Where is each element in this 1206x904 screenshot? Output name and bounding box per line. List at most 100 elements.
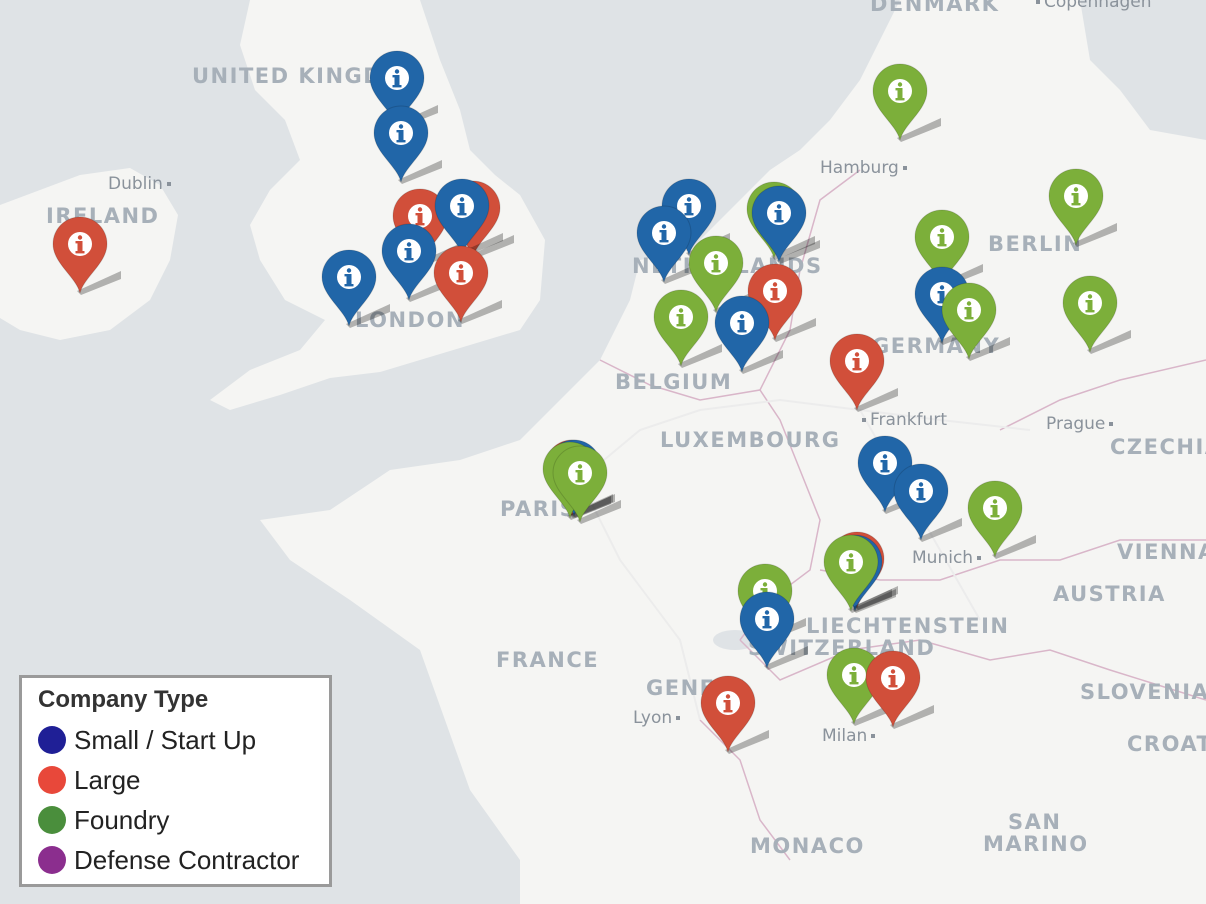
info-icon: [983, 496, 1007, 520]
city-name: Munich: [912, 548, 974, 568]
map-label-berlin: BERLIN: [988, 232, 1083, 256]
map-marker-small[interactable]: [892, 462, 962, 546]
legend-label-small: Small / Start Up: [74, 724, 257, 755]
info-icon: [763, 279, 787, 303]
map-marker-foundry[interactable]: [1061, 274, 1131, 358]
legend-item-small: Small / Start Up: [38, 720, 313, 760]
map-label-lyon: Lyon: [633, 708, 681, 728]
map-label-slovenia: SLOVENIA: [1080, 680, 1206, 704]
info-icon: [888, 79, 912, 103]
city-name: Hamburg: [820, 158, 899, 178]
info-icon: [842, 663, 866, 687]
map-marker-small[interactable]: [380, 222, 450, 306]
info-icon: [397, 239, 421, 263]
map-marker-large[interactable]: [746, 262, 816, 346]
info-icon: [652, 221, 676, 245]
info-icon: [68, 232, 92, 256]
map-label-frankfurt: Frankfurt: [862, 410, 947, 430]
city-name: Frankfurt: [870, 410, 947, 430]
info-icon: [881, 666, 905, 690]
map-label-london: LONDON: [355, 308, 465, 332]
legend-title: Company Type: [38, 686, 209, 713]
map-marker-foundry[interactable]: [822, 533, 892, 617]
map-label-austria: AUSTRIA: [1053, 582, 1166, 606]
city-dot-icon: [902, 166, 907, 170]
info-icon: [957, 298, 981, 322]
info-icon: [389, 121, 413, 145]
legend-swatch-foundry: [38, 806, 66, 834]
map-label-france: FRANCE: [496, 648, 600, 672]
map-marker-foundry[interactable]: [871, 62, 941, 146]
info-icon: [704, 251, 728, 275]
city-name: Prague: [1046, 414, 1106, 434]
info-icon: [839, 550, 863, 574]
map-label-luxembourg: LUXEMBOURG: [660, 428, 841, 452]
city-dot-icon: [166, 182, 171, 186]
legend-label-large: Large: [74, 764, 141, 795]
legend: Company Type Small / Start Up Large Foun…: [19, 675, 332, 887]
legend-item-large: Large: [38, 760, 313, 800]
map-label-milan: Milan: [822, 726, 876, 746]
map-marker-foundry[interactable]: [940, 281, 1010, 365]
info-icon: [730, 311, 754, 335]
legend-swatch-defense: [38, 846, 66, 874]
city-dot-icon: [1036, 0, 1040, 4]
city-name: Dublin: [108, 174, 163, 194]
map-marker-large[interactable]: [864, 649, 934, 733]
map-marker-small[interactable]: [372, 104, 442, 188]
info-icon: [677, 194, 701, 218]
legend-swatch-large: [38, 766, 66, 794]
info-icon: [450, 194, 474, 218]
map-marker-small[interactable]: [750, 184, 820, 268]
info-icon: [755, 607, 779, 631]
city-dot-icon: [676, 716, 681, 720]
map-label-san: SAN: [1008, 810, 1062, 834]
info-icon: [873, 451, 897, 475]
map-marker-small[interactable]: [713, 294, 783, 378]
legend-label-foundry: Foundry: [74, 804, 170, 835]
city-name: Milan: [822, 726, 868, 746]
map-marker-large[interactable]: [699, 674, 769, 758]
map-label-prague: Prague: [1046, 414, 1114, 434]
map-marker-foundry[interactable]: [966, 479, 1036, 563]
map-label-munich: Munich: [912, 548, 982, 568]
map-marker-small[interactable]: [320, 248, 390, 332]
map-marker-large[interactable]: [828, 332, 898, 416]
map-label-monaco: MONACO: [750, 834, 865, 858]
legend-item-defense: Defense Contractor: [38, 840, 313, 880]
map-marker-large[interactable]: [51, 215, 121, 299]
map-label-marino: MARINO: [983, 832, 1089, 856]
legend-item-foundry: Foundry: [38, 800, 313, 840]
map-marker-large[interactable]: [432, 244, 502, 328]
info-icon: [408, 204, 432, 228]
map-marker-small[interactable]: [738, 590, 808, 674]
legend-swatch-small: [38, 726, 66, 754]
city-name: Lyon: [633, 708, 673, 728]
map-label-liechtenstein: LIECHTENSTEIN: [806, 614, 1010, 638]
city-dot-icon: [1109, 422, 1114, 426]
map-label-czechia: CZECHIA: [1110, 435, 1206, 459]
info-icon: [1064, 184, 1088, 208]
info-icon: [930, 225, 954, 249]
info-icon: [337, 265, 361, 289]
map-label-croatia: CROATIA: [1127, 732, 1206, 756]
map-label-vienna: VIENNA: [1117, 540, 1206, 564]
city-dot-icon: [862, 418, 866, 422]
info-icon: [716, 691, 740, 715]
info-icon: [909, 479, 933, 503]
info-icon: [449, 261, 473, 285]
map-marker-small[interactable]: [635, 204, 705, 288]
info-icon: [669, 305, 693, 329]
map-label-dublin: Dublin: [108, 174, 171, 194]
map-label-hamburg: Hamburg: [820, 158, 907, 178]
city-dot-icon: [871, 734, 876, 738]
map-marker-foundry[interactable]: [1047, 167, 1117, 251]
map-marker-foundry[interactable]: [652, 288, 722, 372]
map-marker-foundry[interactable]: [551, 444, 621, 528]
info-icon: [385, 66, 409, 90]
city-dot-icon: [977, 556, 982, 560]
map-label-denmark: DENMARK: [870, 0, 1000, 16]
legend-label-defense: Defense Contractor: [74, 844, 300, 875]
city-name: Copenhagen: [1044, 0, 1152, 12]
